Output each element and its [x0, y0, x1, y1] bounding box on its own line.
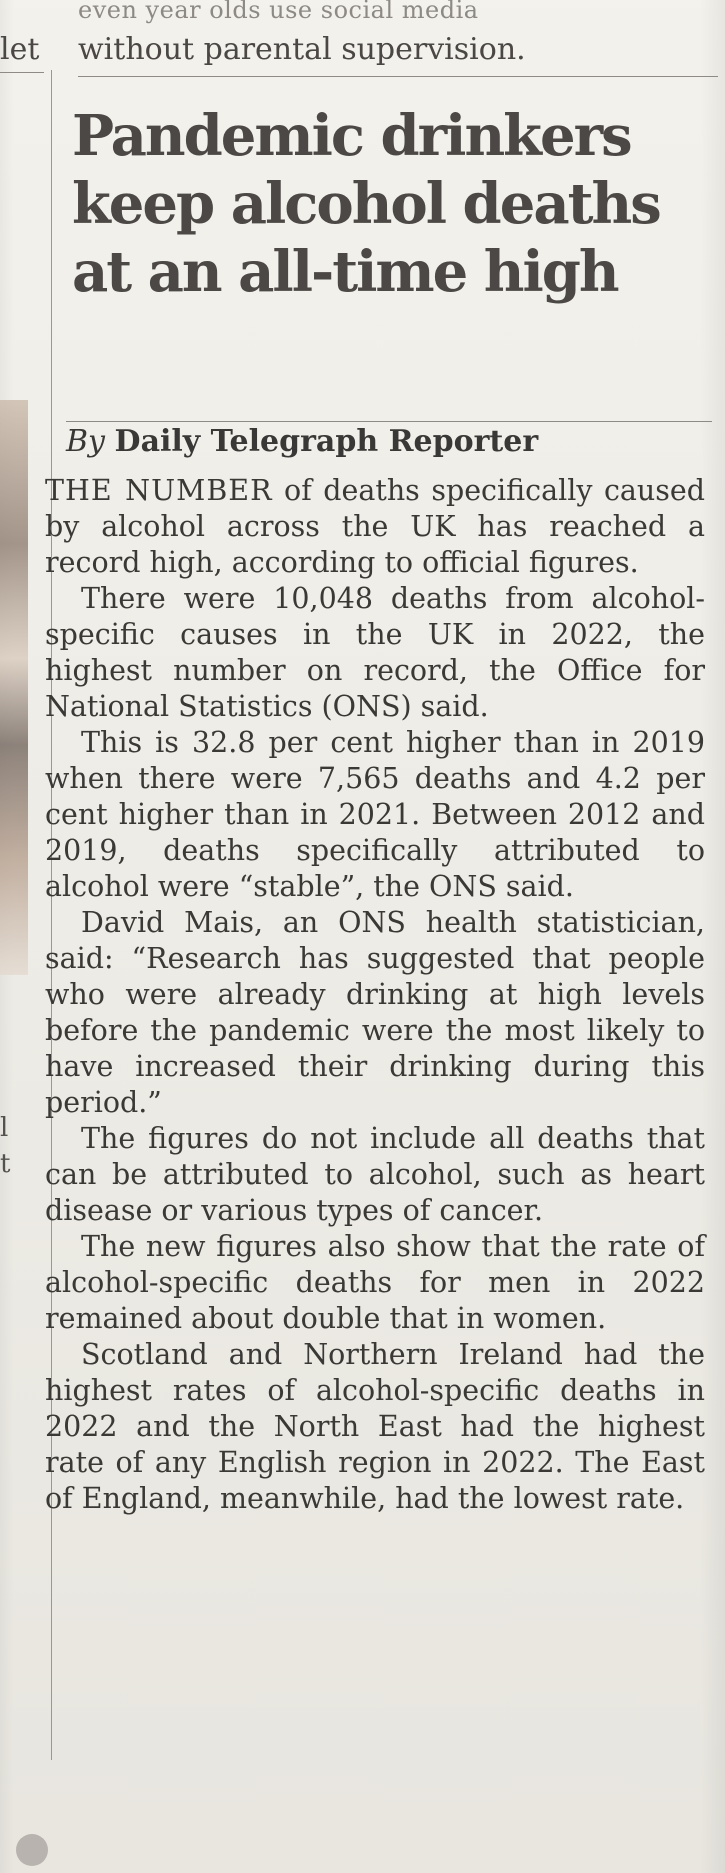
column-rule [51, 70, 52, 1760]
article-body: THE NUMBER of deaths specifically caused… [45, 473, 705, 1517]
divider-left [0, 72, 44, 73]
headline-line-2: keep alcohol deaths [72, 171, 662, 237]
paragraph-6: The new figures also show that the rate … [45, 1230, 705, 1335]
paragraph-7: Scotland and Northern Ireland had the hi… [45, 1338, 705, 1515]
adjacent-photo-fragment [0, 400, 28, 975]
edge-fragment: l [0, 1113, 9, 1143]
paragraph-1-text: of deaths specifically caused by alcohol… [45, 474, 705, 579]
byline-reporter: Daily Telegraph Reporter [114, 424, 539, 459]
cut-off-text: even year olds use social media [78, 0, 479, 24]
edge-fragment: t [0, 1149, 11, 1179]
headline-line-1: Pandemic drinkers [72, 103, 633, 169]
scan-mark [16, 1834, 48, 1866]
divider-top [78, 76, 718, 77]
previous-article-last-line: without parental supervision. [78, 32, 526, 67]
headline: Pandemic drinkers keep alcohol deaths at… [72, 102, 712, 306]
headline-line-3: at an all-time high [72, 239, 620, 305]
left-edge-fragments: l t [0, 1110, 10, 1182]
byline: By Daily Telegraph Reporter [66, 424, 538, 459]
byline-divider [66, 421, 712, 422]
paragraph-3: This is 32.8 per cent higher than in 201… [45, 726, 705, 903]
paragraph-4: David Mais, an ONS health statistician, … [45, 906, 705, 1119]
byline-by: By [66, 424, 105, 459]
paragraph-2: There were 10,048 deaths from alcohol-sp… [45, 582, 705, 723]
paragraph-1: THE NUMBER of deaths specifically caused… [45, 473, 705, 581]
previous-article-snippet: even year olds use social media let with… [0, 0, 725, 67]
lead-in: THE NUMBER [45, 474, 273, 507]
paragraph-5: The figures do not include all deaths th… [45, 1122, 705, 1227]
left-column-fragment: let [0, 32, 40, 67]
